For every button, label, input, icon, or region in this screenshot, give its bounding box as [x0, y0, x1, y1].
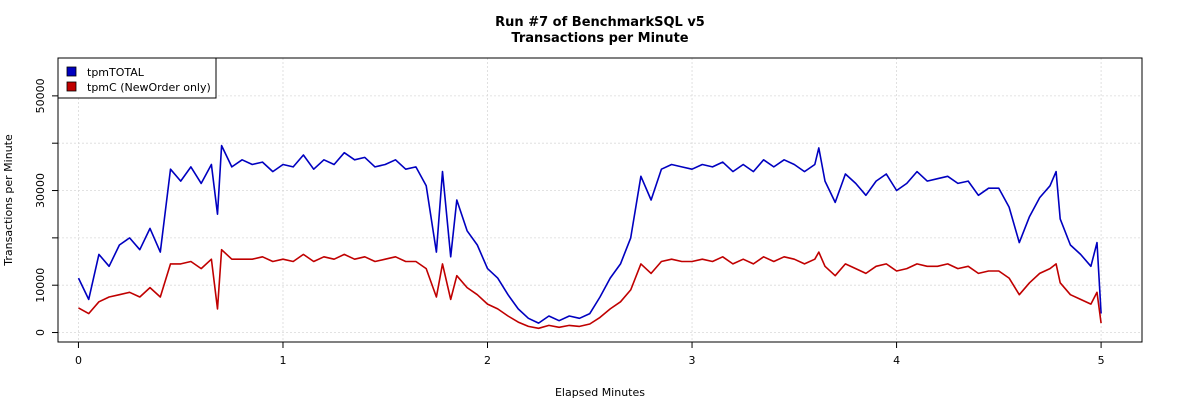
y-tick-label-1: 10000 [34, 268, 47, 303]
legend-box [57, 57, 217, 99]
x-axis: 0 1 2 3 4 5 [75, 342, 1105, 367]
y-tick-label-0: 0 [34, 329, 47, 336]
x-axis-label: Elapsed Minutes [555, 386, 645, 399]
x-tick-label-1: 1 [279, 354, 286, 367]
y-tick-label-2: 30000 [34, 173, 47, 208]
legend-swatch-tpmtotal [66, 66, 77, 77]
chart-title: Run #7 of BenchmarkSQL v5 [495, 15, 705, 30]
series-line-1 [78, 248, 1102, 330]
legend-label-tpmc: tpmC (NewOrder only) [87, 81, 211, 94]
series-line-0 [77, 144, 1102, 324]
x-tick-label-4: 4 [893, 354, 900, 367]
x-tick-label-5: 5 [1098, 354, 1105, 367]
grid [58, 58, 1142, 342]
x-tick-label-3: 3 [689, 354, 696, 367]
legend-label-tpmtotal: tpmTOTAL [87, 66, 145, 79]
y-axis: 0 10000 30000 50000 [34, 78, 58, 336]
plot-frame [57, 57, 1143, 343]
legend: tpmTOTAL tpmC (NewOrder only) [57, 57, 217, 99]
series-layer [77, 144, 1102, 330]
x-tick-label-0: 0 [75, 354, 82, 367]
y-axis-label: Transactions per Minute [2, 134, 15, 267]
chart-subtitle: Transactions per Minute [511, 31, 688, 46]
y-tick-label-3: 50000 [34, 78, 47, 113]
x-tick-label-2: 2 [484, 354, 491, 367]
legend-swatch-tpmc [66, 81, 77, 92]
